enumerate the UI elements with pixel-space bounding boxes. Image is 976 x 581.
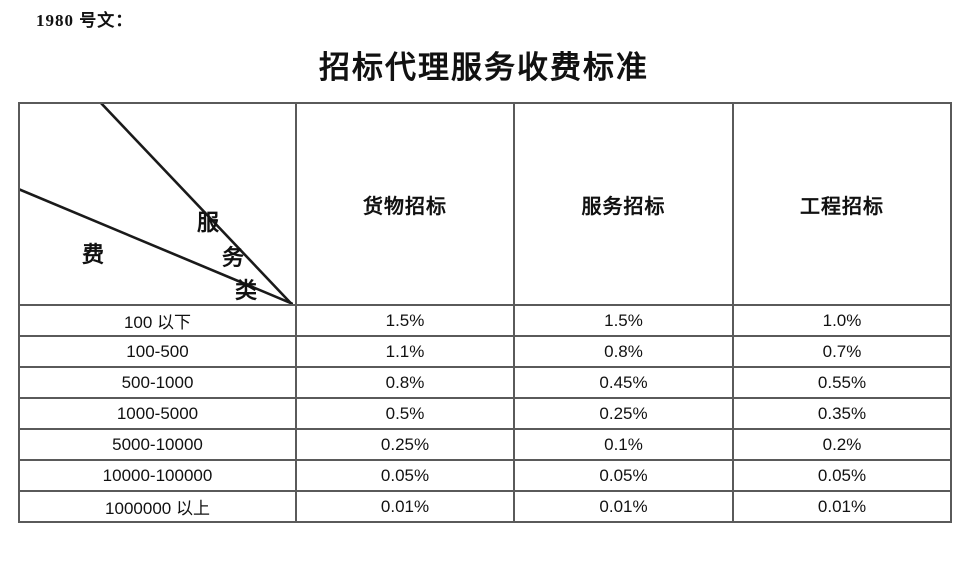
rate-cell: 0.05% (295, 459, 515, 492)
rate-cell: 0.45% (513, 366, 734, 399)
fee-standard-table: 服 务 类 型 费 率 中标金额（万元） 货物招标 服务招标 工程招标 100 … (18, 102, 952, 523)
rate-cell: 0.35% (732, 397, 952, 430)
corner-service-type-char: 类 (235, 278, 258, 303)
corner-fee-rate-char: 费 (82, 242, 105, 267)
page-title: 招标代理服务收费标准 (319, 50, 649, 85)
table-header-row: 服 务 类 型 费 率 中标金额（万元） 货物招标 服务招标 工程招标 (18, 102, 952, 306)
column-header-service: 服务招标 (513, 102, 734, 306)
table-row: 5000-10000 0.25% 0.1% 0.2% (18, 428, 952, 461)
row-label: 1000-5000 (18, 397, 297, 430)
rate-cell: 0.25% (295, 428, 515, 461)
row-label: 500-1000 (18, 366, 297, 399)
rate-cell: 0.55% (732, 366, 952, 399)
corner-service-type-char: 务 (222, 245, 245, 270)
rate-cell: 1.5% (513, 304, 734, 337)
rate-cell: 0.05% (732, 459, 952, 492)
rate-cell: 0.8% (295, 366, 515, 399)
column-header-goods: 货物招标 (295, 102, 515, 306)
rate-cell: 0.8% (513, 335, 734, 368)
table-row: 10000-100000 0.05% 0.05% 0.05% (18, 459, 952, 492)
table-row: 100-500 1.1% 0.8% 0.7% (18, 335, 952, 368)
row-label: 100-500 (18, 335, 297, 368)
rate-cell: 0.25% (513, 397, 734, 430)
row-label: 10000-100000 (18, 459, 297, 492)
table-row: 1000000 以上 0.01% 0.01% 0.01% (18, 490, 952, 523)
row-label: 1000000 以上 (18, 490, 297, 523)
rate-cell: 0.5% (295, 397, 515, 430)
row-label: 100 以下 (18, 304, 297, 337)
doc-reference-number: 1980 号文： (36, 11, 134, 30)
rate-cell: 0.05% (513, 459, 734, 492)
rate-cell: 0.01% (295, 490, 515, 523)
rate-cell: 1.1% (295, 335, 515, 368)
rate-cell: 0.01% (513, 490, 734, 523)
rate-cell: 1.5% (295, 304, 515, 337)
rate-cell: 0.1% (513, 428, 734, 461)
table-row: 1000-5000 0.5% 0.25% 0.35% (18, 397, 952, 430)
diagonal-corner-cell: 服 务 类 型 费 率 中标金额（万元） (18, 102, 297, 306)
diagonal-lines (21, 105, 293, 303)
diagonal-corner-content: 服 务 类 型 费 率 中标金额（万元） (21, 105, 294, 303)
column-header-engineering: 工程招标 (732, 102, 952, 306)
rate-cell: 0.7% (732, 335, 952, 368)
table-row: 100 以下 1.5% 1.5% 1.0% (18, 304, 952, 337)
row-label: 5000-10000 (18, 428, 297, 461)
rate-cell: 1.0% (732, 304, 952, 337)
rate-cell: 0.01% (732, 490, 952, 523)
table-row: 500-1000 0.8% 0.45% 0.55% (18, 366, 952, 399)
corner-service-type-char: 服 (197, 210, 220, 235)
rate-cell: 0.2% (732, 428, 952, 461)
